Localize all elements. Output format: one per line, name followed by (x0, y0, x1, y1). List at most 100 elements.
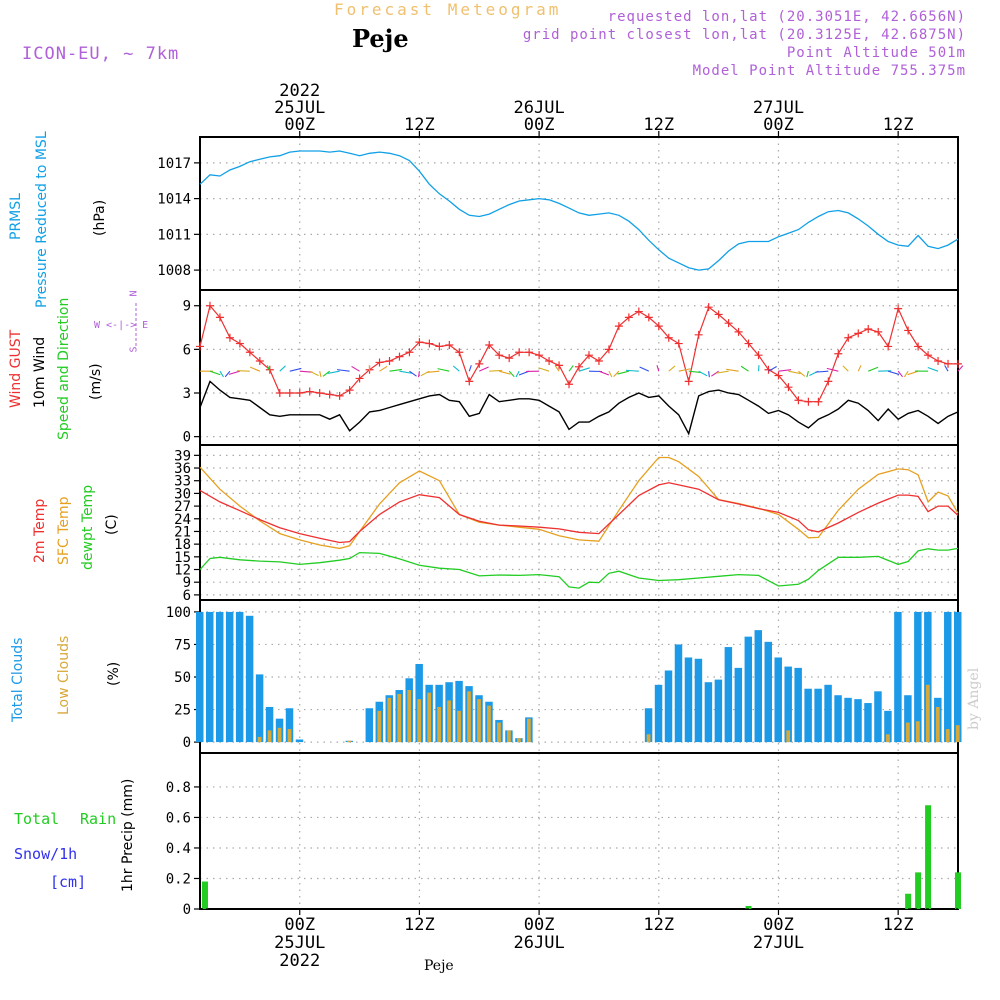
low-cloud-bar (517, 738, 521, 743)
total-cloud-bar (295, 739, 304, 743)
low-cloud-bar (646, 734, 651, 743)
y-tick-label: 0.2 (166, 871, 191, 887)
low-cloud-bar (487, 705, 491, 743)
gust-marker (425, 339, 434, 348)
wind-arrow (688, 370, 702, 374)
snow-label: Snow/1h (14, 845, 78, 863)
total-cloud-bar (784, 666, 792, 743)
gust-marker (545, 357, 554, 365)
gust-marker (525, 348, 534, 357)
gust-marker (355, 374, 364, 383)
gust-marker (644, 313, 653, 322)
gust-marker (445, 341, 454, 349)
gust-marker (255, 357, 264, 365)
low-cloud-bar (886, 734, 890, 743)
gust-marker (196, 342, 204, 351)
wind-arrow (815, 370, 829, 373)
gust-marker (614, 322, 623, 331)
y-tick-label: 9 (183, 299, 191, 315)
y-tick-label: 0.4 (166, 841, 191, 857)
total-cloud-bar (724, 647, 733, 743)
requested-coords: requested lon,lat (20.3051E, 42.6656N) (607, 9, 966, 25)
x-tick-label-bottom: 12Z (643, 915, 674, 935)
gust-marker (235, 339, 244, 348)
gust-marker (335, 391, 344, 400)
gust-marker (724, 319, 733, 328)
gust-marker (794, 396, 803, 405)
x-tick-label-bottom: 27JUL (753, 933, 804, 953)
x-tick-label-bottom: 25JUL (274, 933, 325, 953)
wind-arrow (957, 365, 964, 372)
x-tick-label-bottom: 00Z (284, 915, 315, 935)
wind-arrow (613, 370, 620, 378)
gust-marker (754, 351, 763, 360)
gust-marker (624, 313, 633, 322)
gust-marker (305, 387, 314, 396)
y-tick-label: 39 (174, 448, 191, 464)
total-cloud-bar (954, 611, 962, 743)
wind-arrow (768, 366, 777, 372)
wind-arrow (224, 370, 231, 378)
gust-marker (325, 390, 334, 399)
x-tick-label-top: 00Z (763, 115, 794, 135)
low-cloud-bar (497, 722, 501, 743)
total-cloud-bar (644, 708, 653, 743)
gust-marker (415, 338, 424, 347)
wind-arrow (788, 370, 801, 375)
total-cloud-bar (894, 611, 902, 743)
rain-bar (202, 881, 208, 909)
wind-arrow (708, 371, 710, 378)
temp-2m-line (199, 482, 959, 544)
y-tick-label: 15 (174, 550, 191, 566)
gust-marker (575, 362, 583, 371)
wind-arrow (726, 368, 739, 372)
gust-marker (475, 359, 484, 368)
wind-arrow (417, 371, 420, 378)
wind-arrow (711, 370, 719, 377)
gust-marker (714, 310, 723, 319)
total-cloud-bar (265, 706, 274, 743)
x-tick-label-top: 12Z (643, 115, 674, 135)
wind-arrow (479, 366, 489, 372)
wind-arrow (668, 365, 676, 372)
wind-arrow (944, 365, 949, 372)
gust-marker (904, 326, 913, 335)
rain-bar (925, 805, 932, 909)
wind-arrow (489, 369, 503, 372)
x-tick-label-top: 00Z (284, 115, 315, 135)
low-cloud-bar (925, 684, 930, 743)
total-cloud-bar (255, 674, 264, 743)
gust-marker (634, 307, 643, 316)
wind-arrow (740, 365, 749, 372)
gust-marker (285, 389, 294, 397)
gust-marker (405, 348, 414, 357)
wind-arrow (389, 368, 403, 372)
low-cloud-bar (387, 697, 392, 743)
gust-marker (205, 301, 214, 310)
gust-marker (385, 357, 394, 365)
wind-arrow (379, 365, 388, 372)
low-cloud-bar (437, 706, 441, 743)
y-tick-label: 33 (174, 474, 191, 490)
model-label: ICON-EU, ~ 7km (22, 44, 180, 64)
compass-we-label: W <-|-> E (94, 320, 149, 331)
total-cloud-bar (684, 657, 693, 743)
wind-arrow (868, 366, 879, 372)
total-cloud-bar (365, 708, 374, 743)
low-cloud-bar (407, 690, 412, 743)
wind-arrow (351, 365, 360, 372)
wind-arrow (219, 370, 224, 378)
wind-arrow (678, 368, 691, 372)
wind-arrow (437, 368, 450, 372)
gust-marker (215, 313, 224, 322)
wind-arrow (608, 370, 613, 378)
total-cloud-bar (844, 697, 852, 743)
gust-marker (245, 348, 254, 357)
wind-arrow (468, 365, 472, 372)
total-cloud-bar (824, 684, 832, 743)
rain-bar (955, 872, 961, 909)
model-altitude: Model Point Altitude 755.375m (692, 63, 966, 79)
total-cloud-bar (235, 611, 244, 743)
y-tick-label: 9 (183, 575, 191, 591)
wind-arrow (249, 366, 261, 372)
